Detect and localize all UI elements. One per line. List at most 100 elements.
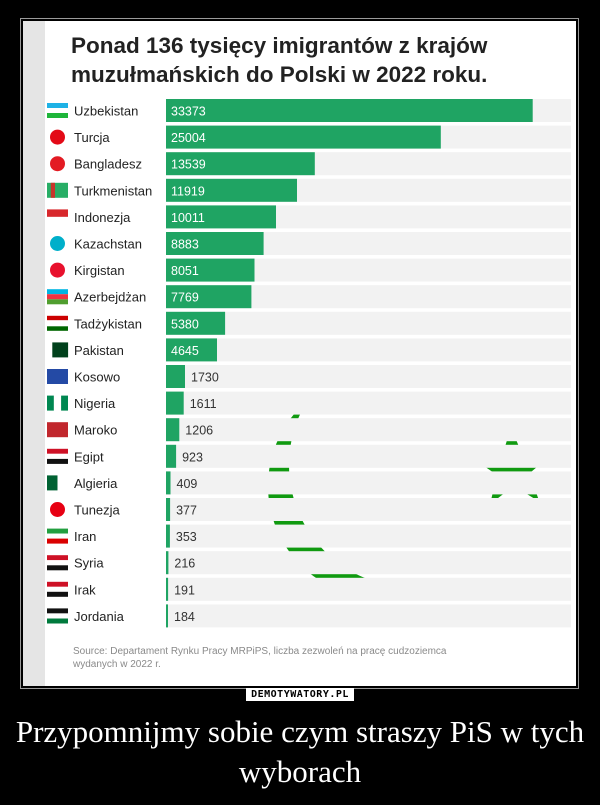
chart-row: Egipt 923 [47, 444, 571, 468]
chart-row: Uzbekistan 33373 [47, 99, 571, 122]
bar [166, 604, 168, 628]
category-label: Irak [74, 582, 96, 597]
value-label: 409 [177, 477, 198, 491]
value-label: 4645 [171, 344, 199, 358]
value-label: 184 [174, 610, 195, 624]
value-label: 191 [174, 583, 195, 597]
flag-icon [47, 395, 68, 411]
flag-icon [47, 289, 68, 305]
row-background [166, 524, 571, 548]
category-label: Azerbejdżan [74, 290, 146, 305]
chart-row: Irak 191 [47, 577, 571, 601]
bar [166, 524, 170, 548]
value-label: 5380 [171, 317, 199, 331]
flag-icon [50, 156, 65, 172]
row-background [166, 338, 571, 362]
category-label: Uzbekistan [74, 104, 138, 119]
chart-row: Indonezja 10011 [47, 205, 571, 229]
row-background [166, 232, 571, 255]
category-label: Jordania [74, 609, 125, 624]
chart-row: Tadżykistan 5380 [47, 311, 571, 335]
bar-chart: Ponad 136 tysięcy imigrantów z krajów mu… [23, 21, 571, 686]
value-label: 11919 [171, 184, 205, 198]
value-label: 353 [176, 530, 197, 544]
row-background [166, 418, 571, 442]
chart-title-line-2: muzułmańskich do Polski w 2022 roku. [71, 62, 487, 87]
category-label: Tunezja [74, 503, 121, 518]
watermark-badge: DEMOTYWATORY.PL [22, 684, 578, 702]
bar [166, 418, 180, 442]
value-label: 25004 [171, 131, 206, 145]
row-background [166, 258, 571, 282]
chart-row: Jordania 184 [47, 604, 571, 628]
value-label: 8051 [171, 264, 199, 278]
category-label: Maroko [74, 423, 117, 438]
bar [166, 152, 315, 176]
bar [166, 311, 226, 335]
flag-icon [47, 448, 68, 464]
row-background [166, 444, 571, 468]
category-label: Kirgistan [74, 263, 125, 278]
value-label: 10011 [171, 211, 205, 225]
category-label: Bangladesz [74, 157, 142, 172]
bar [166, 391, 184, 415]
chart-row: Maroko 1206 [47, 418, 571, 442]
flag-icon [47, 342, 69, 358]
value-label: 8883 [171, 238, 199, 252]
flag-icon [47, 528, 68, 544]
source-line-1: Source: Departament Rynku Pracy MRPiPS, … [73, 646, 447, 657]
chart-row: Algieria 409 [47, 471, 571, 495]
poster-caption: Przypomnijmy sobie czym straszy PiS w ty… [15, 714, 585, 789]
value-label: 33373 [171, 105, 206, 119]
chart-row: Pakistan 4645 [47, 338, 571, 362]
row-background [166, 311, 571, 335]
row-background [166, 471, 571, 495]
chart-row: Nigeria 1611 [47, 391, 571, 415]
flag-icon [47, 103, 68, 118]
flag-icon [50, 262, 65, 278]
chart-row: Iran 353 [47, 524, 571, 548]
category-label: Syria [74, 556, 104, 571]
chart-row: Turcja 25004 [50, 125, 571, 149]
chart-row: Turkmenistan 11919 [47, 178, 571, 202]
value-label: 1611 [190, 397, 217, 411]
flag-icon [47, 475, 68, 491]
category-label: Turkmenistan [74, 183, 152, 198]
bar [166, 365, 185, 388]
value-label: 923 [182, 450, 203, 464]
bar [166, 258, 255, 282]
chart-row: Syria 216 [47, 551, 571, 575]
chart-row: Tunezja 377 [50, 498, 571, 521]
left-gray-strip [23, 21, 45, 686]
row-background [166, 604, 571, 628]
category-label: Indonezja [74, 210, 131, 225]
category-label: Pakistan [74, 343, 124, 358]
chart-row: Bangladesz 13539 [50, 152, 571, 176]
chart-row: Azerbejdżan 7769 [47, 285, 571, 309]
value-label: 377 [176, 504, 197, 518]
bar [166, 471, 171, 495]
chart-row: Kazachstan 8883 [50, 232, 571, 255]
bar [166, 444, 177, 468]
category-label: Nigeria [74, 396, 116, 411]
category-label: Turcja [74, 130, 110, 145]
value-label: 216 [174, 557, 195, 571]
category-label: Tadżykistan [74, 316, 142, 331]
value-label: 1730 [191, 371, 219, 385]
source-line-2: wydanych w 2022 r. [72, 659, 161, 670]
flag-icon [47, 315, 68, 331]
chart-row: Kirgistan 8051 [50, 258, 571, 282]
bar [166, 125, 441, 149]
category-label: Egipt [74, 449, 104, 464]
bar [166, 498, 171, 521]
flag-icon [50, 236, 65, 251]
flag-icon [47, 608, 68, 624]
row-background [166, 285, 571, 309]
bar [166, 577, 169, 601]
flag-icon [47, 369, 68, 384]
category-label: Iran [74, 529, 96, 544]
value-label: 7769 [171, 291, 199, 305]
bar [166, 232, 264, 255]
category-label: Kazachstan [74, 237, 142, 252]
flag-icon [47, 182, 68, 198]
